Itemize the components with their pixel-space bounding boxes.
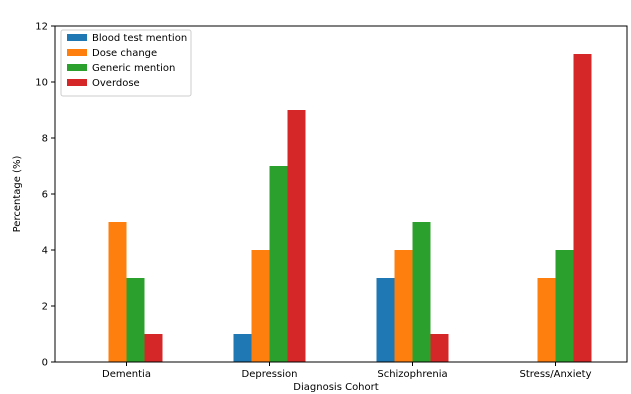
x-tick-label: Dementia <box>102 369 151 380</box>
bar <box>430 334 449 362</box>
legend: Blood test mention Dose change Generic men… <box>60 29 192 97</box>
x-tick-label: Schizophrenia <box>377 369 447 380</box>
bar <box>555 250 574 362</box>
bar <box>126 278 145 362</box>
legend-swatch <box>67 64 87 71</box>
y-axis-label: Percentage (%) <box>12 156 23 233</box>
legend-swatch <box>67 34 87 41</box>
x-tick-label: Depression <box>242 369 298 380</box>
legend-swatch <box>67 79 87 86</box>
y-tick-label: 2 <box>42 302 48 313</box>
y-tick-label: 12 <box>35 22 48 33</box>
bar <box>269 166 288 362</box>
x-axis: Dementia Depression Schizophrenia Stress/An… <box>102 362 592 380</box>
x-tick-label: Stress/Anxiety <box>520 369 592 380</box>
y-tick-label: 10 <box>35 78 48 89</box>
y-axis: 0 2 4 6 8 10 12 <box>35 22 55 369</box>
y-tick-label: 0 <box>42 358 48 369</box>
bar <box>233 334 252 362</box>
bar <box>537 278 556 362</box>
bar <box>394 250 413 362</box>
bar <box>376 278 395 362</box>
bar <box>287 110 306 362</box>
x-axis-label: Diagnosis Cohort <box>293 382 378 393</box>
legend-box <box>60 29 192 97</box>
bar <box>412 222 431 362</box>
y-tick-label: 8 <box>42 134 48 145</box>
bar <box>251 250 270 362</box>
bar <box>144 334 163 362</box>
legend-label: Blood test mention <box>92 33 187 44</box>
bar <box>573 54 592 362</box>
legend-swatch <box>67 49 87 56</box>
legend-label: Overdose <box>92 78 140 89</box>
legend-label: Dose change <box>92 48 157 59</box>
y-tick-label: 4 <box>42 246 48 257</box>
bars-group <box>108 54 592 362</box>
bar <box>108 222 127 362</box>
y-tick-label: 6 <box>42 190 48 201</box>
legend-label: Generic mention <box>92 63 175 74</box>
